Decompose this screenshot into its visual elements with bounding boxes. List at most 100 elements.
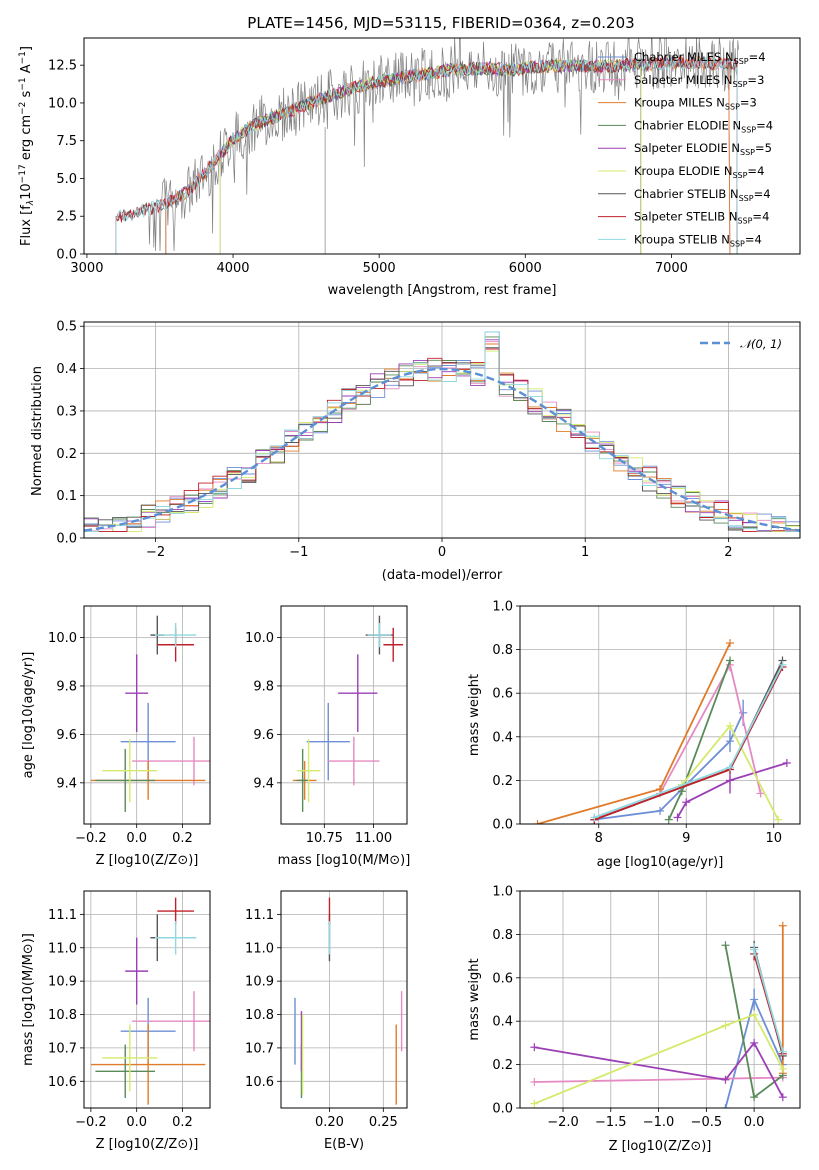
y-tick-label: 10.6: [245, 1075, 274, 1090]
plot-area: [294, 897, 403, 1105]
residual-histogram: [84, 331, 800, 538]
residual-histogram-panel: −2 −1 0 1 2 0.0 0.1 0.2 0.3 0.4 0.5 𝒩(0, 1) (data-mo…: [30, 320, 801, 583]
x-tick-label: 3000: [70, 261, 103, 276]
x-tick-label: −1.5: [595, 1115, 627, 1130]
y-tick-label: 0.1: [56, 489, 77, 504]
axes-frame: [83, 890, 211, 1109]
y-tick-label: 10.7: [48, 1041, 77, 1056]
y-axis-label: Flux [fλ10−17 erg cm−2 s−1 A−1]: [18, 46, 36, 246]
spectrum-panel: 3000 4000 5000 6000 7000 0.0 2.5 5.0 7.5 10.0 12.5…: [18, 37, 801, 298]
plot-area: [292, 615, 404, 812]
x-tick-label: 0.0: [126, 1115, 147, 1130]
mass-weight-vs-age-panel: 8 9 10 0.0 0.2 0.4 0.6 0.8 1.0 age [log10(age/yr)…: [467, 600, 801, 870]
x-axis-label: Z [log10(Z/Z⊙)]: [609, 1139, 712, 1154]
y-tick-label: 10.0: [48, 631, 77, 646]
x-tick-label: 0.0: [744, 1115, 765, 1130]
y-tick-label: 10.6: [48, 1075, 77, 1090]
legend-label: Salpeter MILES NSSP=3: [634, 73, 764, 89]
y-tick-label: 0.3: [56, 404, 77, 419]
x-tick-label: −2: [146, 545, 165, 560]
y-axis-label: Normed distribution: [30, 366, 45, 496]
mass-vs-metallicity-panel: −0.2 0.0 0.2 10.6 10.7 10.8 10.9 11.0 11.1 Z [log…: [21, 890, 211, 1152]
y-tick-label: 10.8: [245, 1008, 274, 1023]
x-tick-label: 8: [595, 831, 603, 846]
figure-title: PLATE=1456, MJD=53115, FIBERID=0364, z=0…: [247, 14, 634, 32]
mass-weight-line: [534, 1041, 784, 1098]
legend-label: Salpeter ELODIE NSSP=5: [634, 141, 772, 157]
x-tick-label: 7000: [655, 261, 688, 276]
x-tick-label: 9: [682, 831, 690, 846]
plot-area: [533, 639, 791, 824]
y-tick-label: 10.9: [48, 975, 77, 990]
legend-label: Salpeter STELIB NSSP=4: [634, 210, 769, 226]
x-tick-label: 6000: [509, 261, 542, 276]
y-tick-label: 10.0: [245, 631, 274, 646]
axes-frame: [83, 37, 801, 255]
x-axis-label: Z [log10(Z/Z⊙)]: [96, 1137, 199, 1152]
y-tick-label: 0.0: [56, 532, 77, 547]
age-vs-mass-panel: 10.75 11.00 9.4 9.6 9.8 10.0 mass [log10(M/M⊙)…: [245, 605, 410, 868]
y-axis-label: age [log10(age/yr)]: [21, 652, 36, 779]
y-tick-label: 1.0: [492, 885, 513, 900]
x-tick-label: 0.0: [126, 831, 147, 846]
y-tick-label: 2.5: [56, 210, 77, 225]
y-tick-label: 9.8: [56, 679, 77, 694]
y-axis-label: mass weight: [467, 674, 482, 756]
y-axis-label: mass [log10(M/M⊙)]: [21, 933, 36, 1066]
mass-vs-ebv-panel: 0.20 0.25 10.6 10.7 10.8 10.9 11.0 11.1 E(B-V): [245, 890, 408, 1152]
plot-area: [90, 897, 210, 1105]
y-tick-label: 9.8: [253, 679, 274, 694]
x-tick-label: −0.5: [691, 1115, 723, 1130]
y-tick-label: 10.9: [245, 975, 274, 990]
axes-frame: [83, 321, 801, 539]
x-axis-label: age [log10(age/yr)]: [597, 855, 724, 870]
y-axis-label: mass weight: [467, 958, 482, 1040]
plot-area: [84, 331, 800, 538]
y-tick-label: 0.5: [56, 320, 77, 335]
y-tick-label: 9.4: [56, 776, 77, 791]
y-tick-label: 12.5: [48, 59, 77, 74]
y-tick-label: 0.4: [492, 730, 513, 745]
y-tick-label: 7.5: [56, 134, 77, 149]
y-tick-label: 1.0: [492, 600, 513, 615]
y-tick-label: 10.8: [48, 1008, 77, 1023]
x-tick-label: −0.2: [75, 1115, 107, 1130]
y-tick-label: 9.6: [253, 728, 274, 743]
axes-frame: [280, 605, 408, 825]
x-tick-label: 10: [765, 831, 782, 846]
y-tick-label: 0.8: [492, 643, 513, 658]
y-tick-label: 11.0: [48, 941, 77, 956]
legend-label: Kroupa STELIB NSSP=4: [634, 232, 762, 248]
plot-area: [115, 38, 739, 254]
legend-label: 𝒩(0, 1): [740, 337, 782, 351]
x-axis-label: Z [log10(Z/Z⊙)]: [96, 853, 199, 868]
x-tick-label: 0.2: [172, 831, 193, 846]
y-tick-label: 0.0: [492, 818, 513, 833]
x-tick-label: 2: [724, 545, 732, 560]
y-tick-label: 10.0: [48, 96, 77, 111]
x-tick-label: −1: [289, 545, 308, 560]
model-fit-line: [115, 56, 738, 254]
age-vs-metallicity-panel: −0.2 0.0 0.2 9.4 9.6 9.8 10.0 Z [log10(Z/Z⊙)] ag…: [21, 605, 211, 868]
mass-weight-vs-metallicity-panel: −2.0 −1.5 −1.0 −0.5 0.0 0.0 0.2 0.4 0.6 0.8 1.0 Z […: [467, 885, 801, 1154]
x-tick-label: −0.2: [75, 831, 107, 846]
mass-weight-line: [534, 1076, 783, 1083]
y-tick-label: 9.6: [56, 728, 77, 743]
y-tick-label: 0.6: [492, 971, 513, 986]
axes-frame: [519, 890, 801, 1109]
x-tick-label: 4000: [216, 261, 249, 276]
y-tick-label: 10.7: [245, 1041, 274, 1056]
x-tick-label: 0.25: [369, 1115, 398, 1130]
legend-label: Kroupa MILES NSSP=3: [634, 96, 757, 112]
axes-frame: [519, 605, 801, 825]
axes-frame: [83, 605, 211, 825]
y-tick-label: 0.0: [492, 1102, 513, 1117]
y-tick-label: 0.4: [492, 1015, 513, 1030]
y-tick-label: 0.6: [492, 687, 513, 702]
normal-distribution-curve: [84, 367, 800, 532]
plot-area: [530, 921, 787, 1108]
y-tick-label: 0.2: [492, 1058, 513, 1073]
x-tick-label: 0.20: [315, 1115, 344, 1130]
legend-label: Chabrier STELIB NSSP=4: [634, 187, 771, 203]
